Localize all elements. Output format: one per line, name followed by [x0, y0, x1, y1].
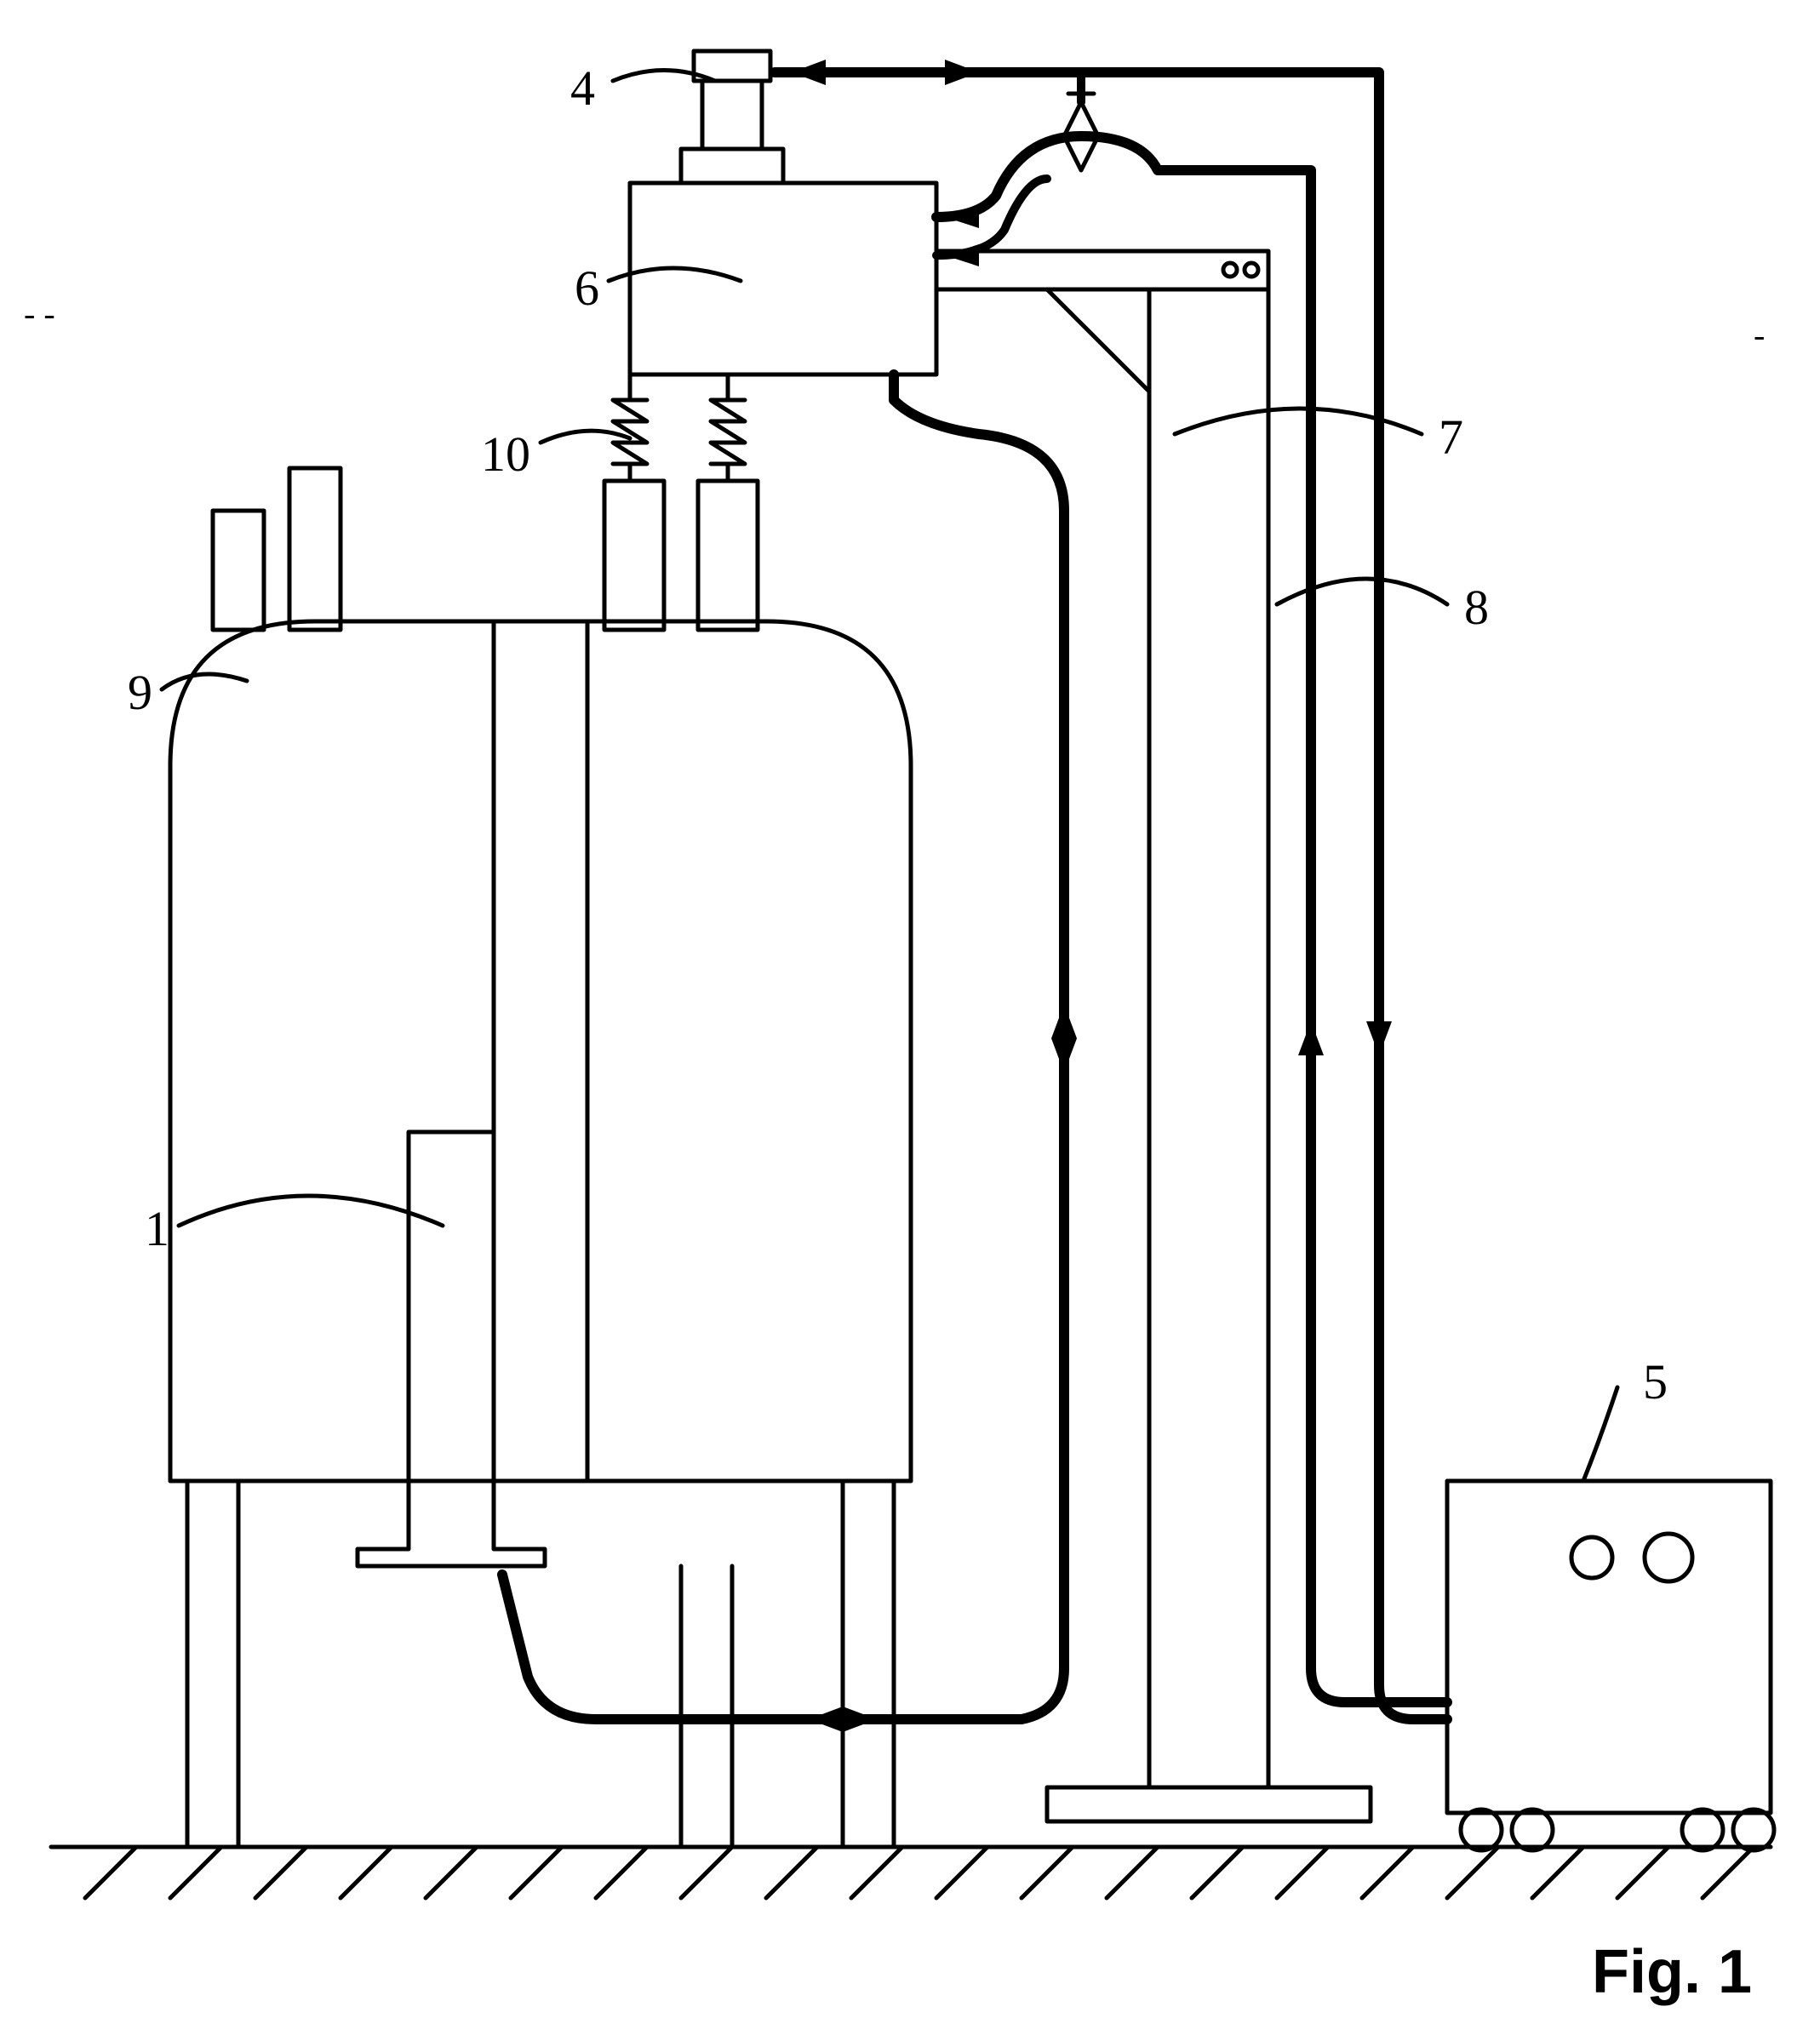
label-10: 10: [481, 426, 530, 483]
label-6: 6: [575, 260, 599, 317]
label-1: 1: [145, 1200, 169, 1257]
label-7: 7: [1439, 409, 1463, 466]
figure-stage: 1 4 5 6 7 8 9 10 - - - Fig. 1: [0, 0, 1820, 2041]
figure-caption: Fig. 1: [1592, 1937, 1752, 2007]
label-9: 9: [128, 664, 152, 721]
label-5: 5: [1643, 1353, 1668, 1410]
schematic-svg: [0, 0, 1820, 2041]
dash-right: -: [1754, 315, 1765, 355]
dash-left: - -: [24, 294, 55, 334]
label-8: 8: [1464, 579, 1489, 636]
label-4: 4: [570, 60, 595, 117]
